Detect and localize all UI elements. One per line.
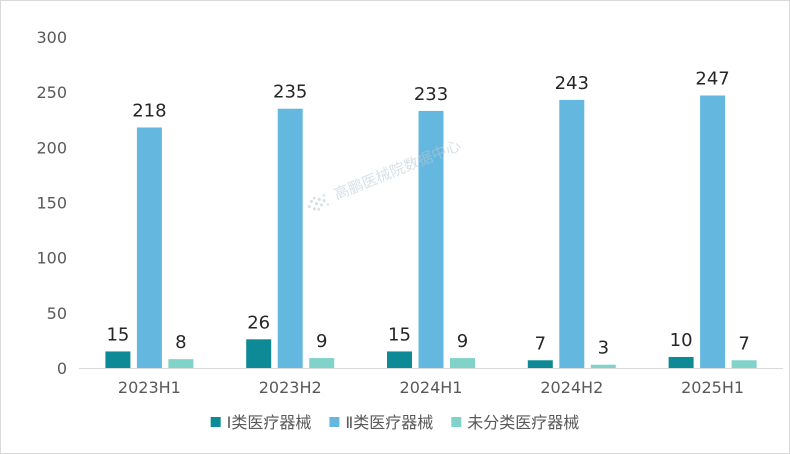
bar	[309, 358, 335, 368]
data-label: 15	[388, 324, 411, 345]
data-label: 7	[535, 333, 546, 354]
bar	[168, 359, 194, 368]
legend-label: 未分类医疗器械	[467, 413, 579, 432]
y-tick-label: 150	[36, 194, 67, 213]
bar	[246, 339, 272, 368]
bar	[387, 351, 412, 368]
x-tick-label: 2024H2	[540, 378, 603, 397]
x-tick-label: 2023H2	[259, 378, 322, 397]
data-label: 247	[695, 68, 729, 89]
data-label: 235	[273, 82, 307, 103]
data-label: 3	[598, 338, 609, 359]
y-tick-label: 50	[47, 304, 67, 323]
data-label: 243	[555, 73, 589, 94]
data-label: 9	[457, 331, 468, 352]
bar	[700, 95, 726, 368]
y-tick-label: 300	[36, 28, 67, 47]
bar	[277, 108, 303, 368]
legend-swatch	[210, 417, 221, 427]
y-tick-label: 200	[36, 138, 67, 157]
legend-label: Ⅱ类医疗器械	[345, 413, 433, 432]
data-label: 7	[738, 333, 749, 354]
bar	[136, 127, 162, 369]
bar	[590, 364, 616, 368]
y-tick-label: 100	[36, 249, 67, 268]
bar	[418, 110, 444, 368]
y-tick-label: 0	[57, 359, 67, 378]
bar	[527, 360, 553, 368]
data-label: 10	[670, 330, 693, 351]
x-tick-label: 2025H1	[681, 378, 744, 397]
x-tick-label: 2024H1	[400, 378, 463, 397]
data-label: 233	[414, 84, 448, 105]
bar	[450, 358, 475, 368]
bar	[731, 360, 757, 368]
y-tick-label: 250	[36, 83, 67, 102]
data-label: 218	[132, 100, 166, 121]
data-label: 8	[175, 332, 186, 353]
bar	[105, 351, 131, 368]
legend-swatch	[329, 417, 340, 427]
data-label: 26	[247, 312, 270, 333]
data-label: 9	[316, 331, 327, 352]
bar	[559, 99, 585, 368]
legend-label: Ⅰ类医疗器械	[227, 413, 312, 432]
data-label: 15	[106, 324, 129, 345]
bar	[668, 356, 694, 368]
legend-swatch	[451, 417, 462, 427]
watermark: 高鹏医械院数据中心	[301, 134, 464, 216]
watermark-logo-icon	[302, 190, 333, 216]
x-tick-label: 2023H1	[118, 378, 181, 397]
